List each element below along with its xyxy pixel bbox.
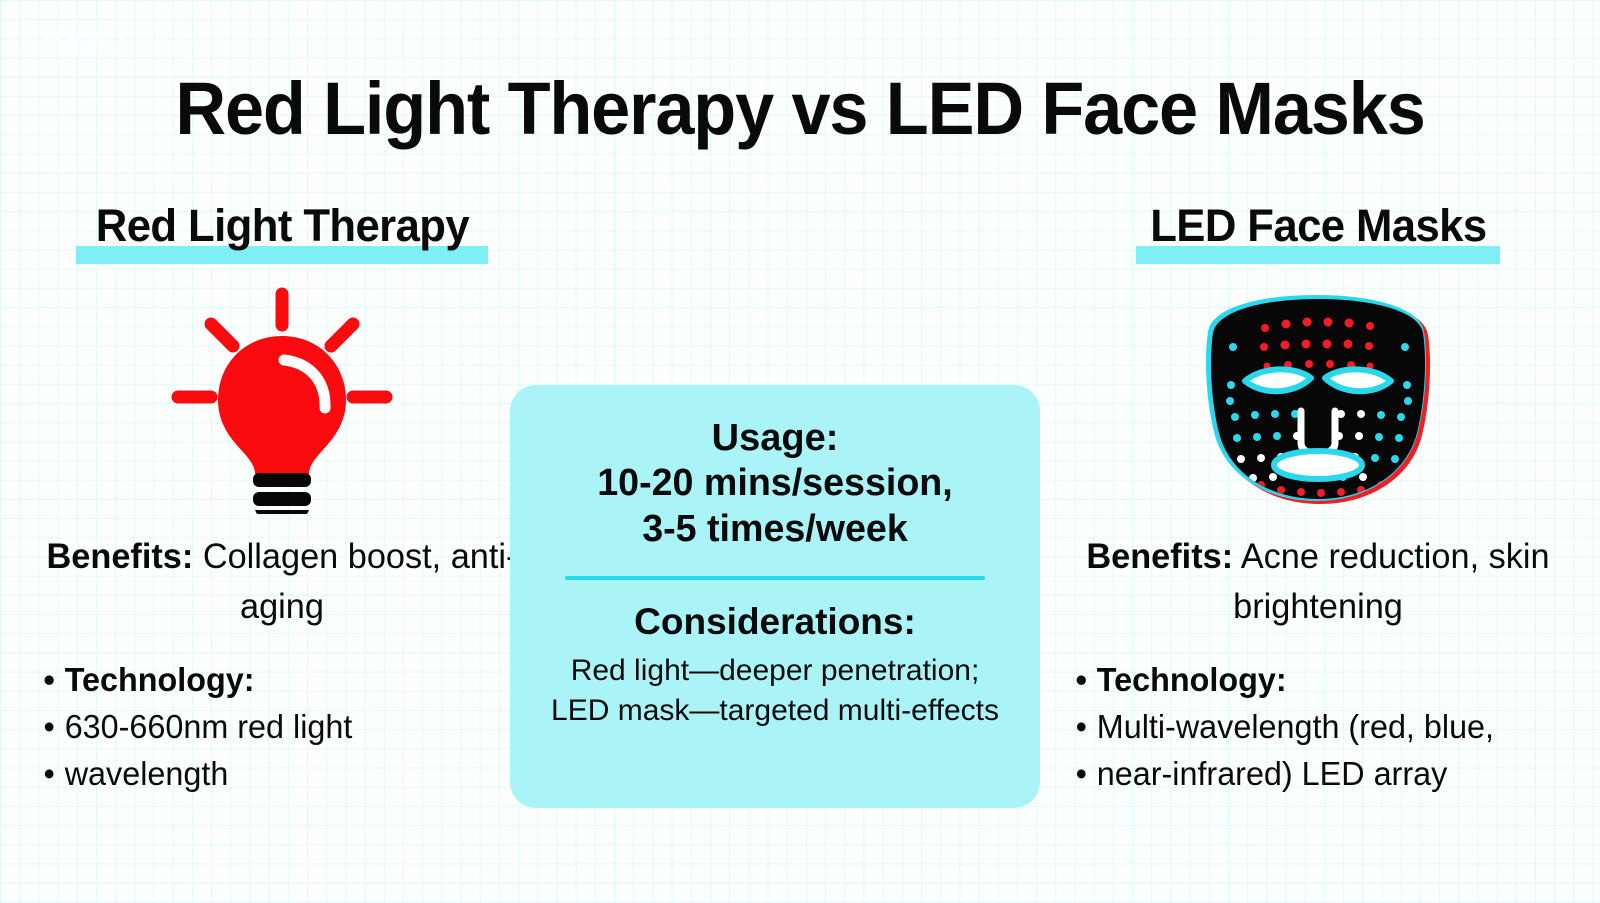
- bullet-item: • Technology:: [1076, 657, 1568, 704]
- benefits-right: Benefits: Acne reduction, skin brighteni…: [1063, 532, 1573, 631]
- benefits-label-right: Benefits:: [1086, 537, 1234, 576]
- benefits-label-left: Benefits:: [46, 537, 194, 576]
- considerations-label: Considerations:: [634, 601, 916, 643]
- column-led-face-masks: LED Face Masks: [1058, 200, 1578, 798]
- heading-highlight-bar-right: [1136, 246, 1500, 264]
- usage-line-2: 3-5 times/week: [642, 507, 908, 550]
- bullet-dot-icon: •: [1075, 708, 1087, 746]
- mask-eye-left: [1242, 366, 1314, 395]
- bullet-text: wavelength: [64, 755, 229, 793]
- bullet-dot-icon: •: [1075, 661, 1087, 699]
- bullet-item: • near-infrared) LED array: [1076, 751, 1568, 798]
- bullet-text: near-infrared) LED array: [1096, 755, 1448, 793]
- column-heading-left: Red Light Therapy: [95, 200, 469, 251]
- considerations-line-1: Red light—deeper penetration;: [570, 653, 980, 687]
- benefits-left: Benefits: Collagen boost, anti-aging: [27, 532, 537, 631]
- benefits-text-right: Acne reduction, skin brightening: [1233, 537, 1550, 626]
- bullet-text: 630-660nm red light: [64, 708, 353, 746]
- column-heading-wrap-left: Red Light Therapy: [22, 200, 542, 268]
- bulb-highlight: [278, 354, 331, 414]
- card-divider: [565, 576, 985, 581]
- bullet-item: • Multi-wavelength (red, blue,: [1076, 704, 1568, 751]
- bullet-dot-icon: •: [43, 708, 55, 746]
- usage-label: Usage:: [711, 417, 839, 459]
- red-lightbulb-icon: [171, 287, 393, 514]
- usage-line-1: 10-20 mins/session,: [597, 461, 953, 504]
- bullet-text: Technology:: [64, 661, 255, 699]
- bullet-item: • wavelength: [44, 751, 532, 798]
- bullet-dot-icon: •: [43, 661, 55, 699]
- watermark-prefix: AI: [43, 28, 61, 45]
- column-heading-wrap-right: LED Face Masks: [1058, 200, 1578, 268]
- usage-considerations-card: Usage: 10-20 mins/session, 3-5 times/wee…: [510, 385, 1040, 808]
- led-face-mask-icon-wrap: [1058, 274, 1578, 524]
- bulb-base-ring-2: [253, 492, 311, 506]
- considerations-line-2: LED mask—targeted multi-effects: [551, 694, 999, 728]
- bulb-base-ring-1: [253, 473, 311, 487]
- page-title: Red Light Therapy vs LED Face Masks: [175, 67, 1425, 150]
- bullet-dot-icon: •: [1075, 755, 1087, 793]
- bullet-item: • Technology:: [44, 657, 532, 704]
- red-lightbulb-icon-wrap: [22, 274, 542, 524]
- bullet-list-left: • Technology: • 630-660nm red light • wavel…: [22, 657, 532, 798]
- ai-generated-watermark: AI 生成: [22, 20, 122, 54]
- mask-mouth: [1271, 448, 1365, 482]
- heading-highlight-bar-left: [76, 246, 488, 264]
- bullet-text: Multi-wavelength (red, blue,: [1096, 708, 1495, 746]
- bullet-item: • 630-660nm red light: [44, 704, 532, 751]
- bullet-text: Technology:: [1096, 661, 1287, 699]
- led-face-mask-icon: [1206, 294, 1430, 505]
- mask-eye-right: [1322, 366, 1394, 395]
- column-heading-right: LED Face Masks: [1149, 200, 1487, 251]
- watermark-suffix: 生成: [65, 29, 101, 49]
- bulb-base-tip: [255, 510, 309, 514]
- bullet-dot-icon: •: [43, 755, 55, 793]
- benefits-text-left: Collagen boost, anti-aging: [193, 537, 518, 626]
- bullet-list-right: • Technology: • Multi-wavelength (red, blu…: [1058, 657, 1568, 798]
- column-red-light-therapy: Red Light Therapy: [22, 200, 542, 798]
